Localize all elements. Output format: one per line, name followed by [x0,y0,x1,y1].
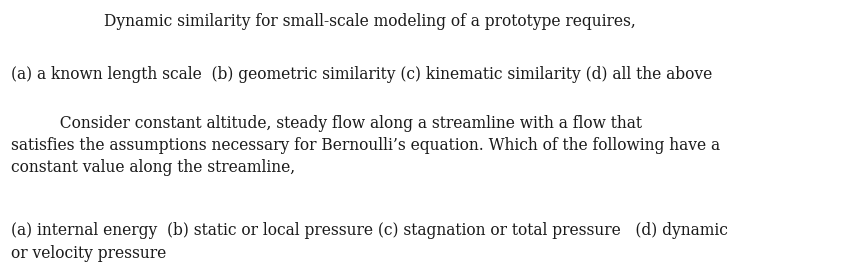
Text: Consider constant altitude, steady flow along a streamline with a flow that
sati: Consider constant altitude, steady flow … [11,115,720,176]
Text: Dynamic similarity for small-scale modeling of a prototype requires,: Dynamic similarity for small-scale model… [104,13,636,30]
Text: (a) a known length scale  (b) geometric similarity (c) kinematic similarity (d) : (a) a known length scale (b) geometric s… [11,66,712,83]
Text: (a) internal energy  (b) static or local pressure (c) stagnation or total pressu: (a) internal energy (b) static or local … [11,222,728,262]
